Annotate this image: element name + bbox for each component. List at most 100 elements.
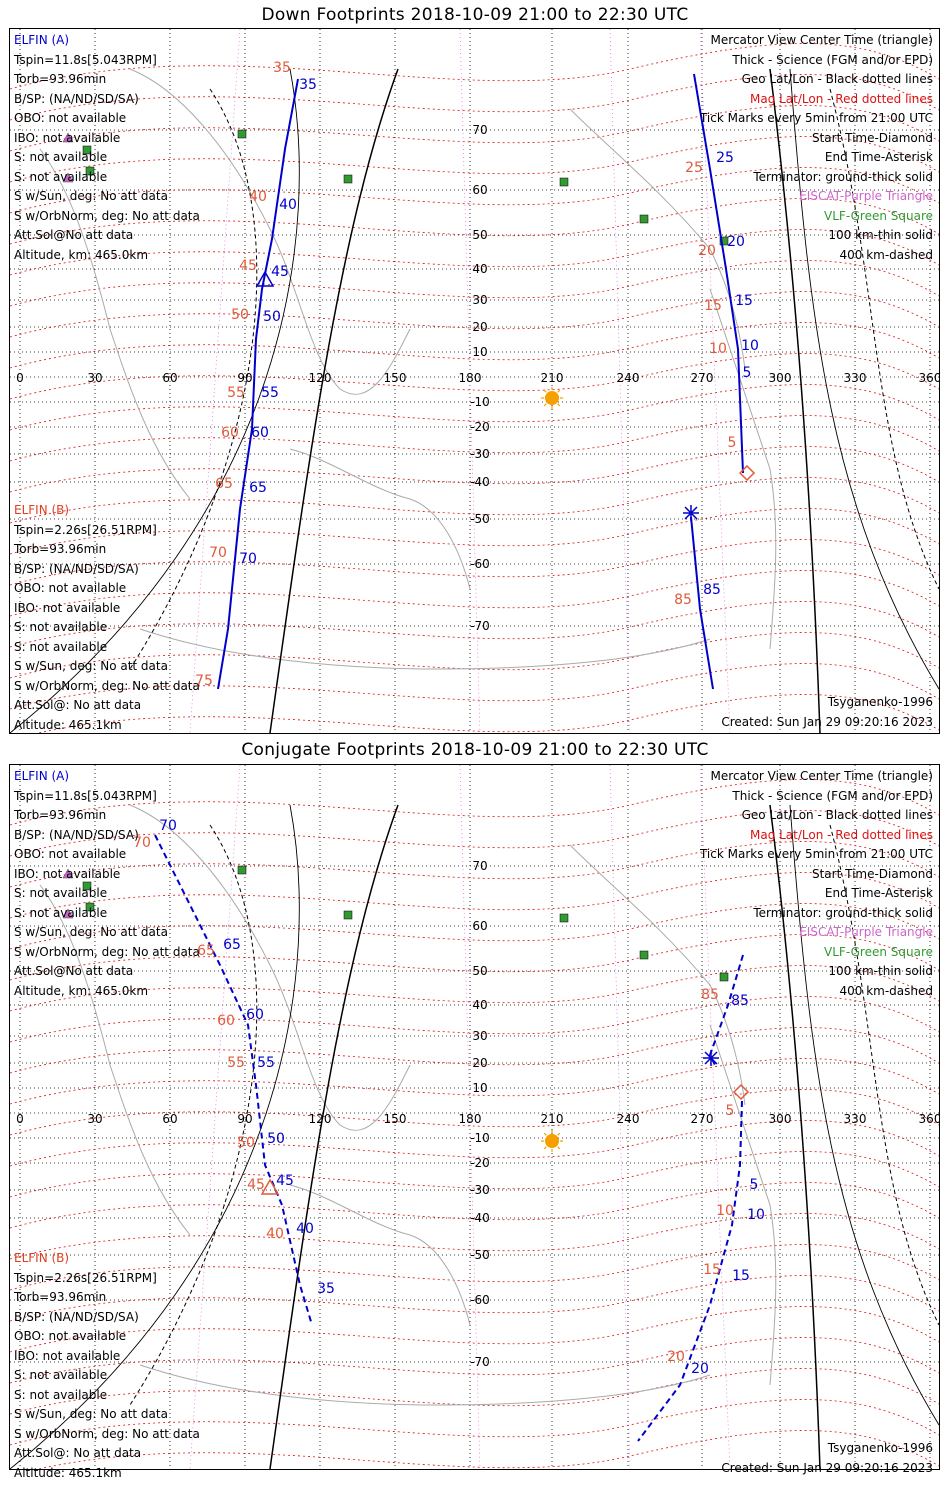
vlf-square-icon bbox=[343, 174, 353, 184]
lon-axis-label: 240 bbox=[617, 1112, 640, 1126]
legend-item: 100 km-thin solid bbox=[828, 228, 933, 242]
lat-axis-label: 60 bbox=[472, 183, 487, 197]
info-line: Att.Sol@: No att data bbox=[14, 1446, 142, 1460]
lat-axis-label: -40 bbox=[470, 1211, 490, 1225]
elfin-a-label: ELFIN (A) bbox=[14, 769, 70, 783]
elfin-a-west-track bbox=[154, 834, 313, 1326]
mag-lat-gridline bbox=[10, 322, 939, 369]
lat-axis-label: -10 bbox=[470, 395, 490, 409]
track-tick-red: 65 bbox=[197, 943, 215, 959]
lat-axis-label: 50 bbox=[472, 964, 487, 978]
track-tick-red: 85 bbox=[674, 592, 692, 608]
terminator-line bbox=[769, 804, 821, 1469]
lon-axis-label: 0 bbox=[16, 371, 24, 385]
created-label: Created: Sun Jan 29 09:20:16 2023 bbox=[721, 1461, 933, 1475]
track-tick-red: 50 bbox=[237, 1135, 255, 1151]
vlf-square-icon bbox=[85, 166, 95, 176]
track-tick-red: 85 bbox=[701, 987, 719, 1003]
mag-lat-gridline bbox=[10, 43, 939, 90]
elfin-a-east-track bbox=[693, 73, 744, 474]
track-tick-red: 70 bbox=[133, 835, 151, 851]
mag-lat-gridline bbox=[10, 477, 939, 524]
track-tick-blue: 20 bbox=[691, 1361, 709, 1377]
legend-item: Thick - Science (FGM and/or EPD) bbox=[732, 788, 933, 803]
elfin-b-info-conjugate: ELFIN (B) Tspin=2.26s[26.51RPM] Torb=93.… bbox=[14, 1249, 200, 1483]
100km-boundary bbox=[789, 804, 939, 1426]
100km-boundary bbox=[10, 804, 300, 1469]
sun-icon bbox=[545, 391, 559, 405]
center-triangle-icon bbox=[260, 1178, 280, 1195]
track-tick-red: 60 bbox=[217, 1013, 235, 1029]
lat-axis-label: 30 bbox=[472, 293, 487, 307]
track-tick-red: 35 bbox=[273, 60, 291, 76]
mag-lat-gridline bbox=[10, 508, 939, 555]
mag-lat-gridline bbox=[10, 841, 939, 888]
track-tick-red: 20 bbox=[667, 1349, 685, 1365]
mag-lat-gridline bbox=[10, 810, 939, 857]
panel-title-down: Down Footprints 2018-10-09 21:00 to 22:3… bbox=[261, 5, 689, 25]
info-line: Tspin=11.8s[5.043RPM] bbox=[14, 788, 157, 803]
track-tick-red: 55 bbox=[227, 385, 245, 401]
legend-item: Geo Lat/Lon - Black dotted lines bbox=[741, 72, 933, 86]
coastline bbox=[129, 804, 411, 1131]
track-tick-blue: 85 bbox=[731, 993, 749, 1009]
lon-axis-label: 300 bbox=[769, 371, 792, 385]
info-line: S: not available bbox=[14, 905, 108, 920]
400km-boundary bbox=[829, 88, 939, 590]
lon-axis-label: 270 bbox=[691, 371, 714, 385]
track-tick-blue: 55 bbox=[261, 385, 279, 401]
terminator-line bbox=[769, 68, 821, 733]
sun-ray bbox=[557, 1132, 561, 1136]
sun-ray bbox=[557, 1146, 561, 1150]
lat-axis-label: -30 bbox=[470, 447, 490, 461]
info-line: Tspin=2.26s[26.51RPM] bbox=[14, 522, 157, 537]
lat-axis-label: 10 bbox=[472, 345, 487, 359]
mag-lon-gridline bbox=[459, 765, 481, 1469]
track-tick-blue: 55 bbox=[257, 1055, 275, 1071]
track-tick-blue: 70 bbox=[159, 818, 177, 834]
mag-lat-gridline bbox=[10, 1089, 939, 1136]
sun-ray bbox=[543, 1146, 547, 1150]
end-asterisk-icon bbox=[704, 1051, 718, 1065]
lat-axis-label: 40 bbox=[472, 262, 487, 276]
track-tick-blue: 20 bbox=[727, 234, 745, 250]
legend-item: Geo Lat/Lon - Black dotted lines bbox=[741, 808, 933, 822]
mag-lat-gridline bbox=[10, 136, 939, 183]
info-line: B/SP: (NA/ND/SD/SA) bbox=[14, 561, 139, 576]
mag-lat-gridline bbox=[10, 965, 939, 1012]
mag-lat-gridline bbox=[10, 1337, 939, 1384]
terminator-line bbox=[269, 804, 399, 1469]
elfin-a-east-lower-track bbox=[690, 516, 714, 690]
coastline bbox=[139, 1364, 711, 1406]
info-line: S: not available bbox=[14, 169, 108, 184]
mag-lat-gridline bbox=[10, 632, 939, 679]
track-tick-blue: 60 bbox=[246, 1007, 264, 1023]
legend-item: EISCAT-Purple Triangle bbox=[799, 925, 933, 939]
mag-lat-gridline bbox=[10, 1399, 939, 1446]
track-tick-red: 10 bbox=[716, 1203, 734, 1219]
lat-axis-label: -20 bbox=[470, 420, 490, 434]
legend-item: VLF-Green Square bbox=[824, 944, 933, 959]
center-triangle-icon bbox=[255, 270, 275, 287]
info-line: OBO: not available bbox=[14, 581, 127, 595]
400km-boundary bbox=[129, 824, 258, 1406]
lon-axis-label: 180 bbox=[459, 371, 482, 385]
terminator-line bbox=[269, 68, 399, 733]
track-tick-red: 60 bbox=[221, 425, 239, 441]
info-line: Altitude: 465.1km bbox=[14, 1465, 122, 1480]
info-line: Torb=93.96min bbox=[14, 72, 107, 86]
400km-boundary bbox=[829, 824, 939, 1326]
info-line: B/SP: (NA/ND/SD/SA) bbox=[14, 1309, 139, 1324]
info-line: Altitude: 465.1km bbox=[14, 717, 122, 732]
elfin-b-label: ELFIN (B) bbox=[14, 503, 70, 517]
lat-axis-label: -60 bbox=[470, 557, 490, 571]
lon-axis-label: 90 bbox=[237, 1112, 252, 1126]
mag-lon-gridline bbox=[189, 29, 241, 733]
track-tick-red: 45 bbox=[247, 1177, 265, 1193]
track-tick-blue: 45 bbox=[271, 264, 289, 280]
mag-lat-gridline bbox=[10, 779, 939, 826]
elfin-a-info-down: ELFIN (A) Tspin=11.8s[5.043RPM] Torb=93.… bbox=[14, 31, 200, 265]
400km-boundary bbox=[129, 88, 258, 670]
lon-axis-label: 240 bbox=[617, 371, 640, 385]
lon-axis-label: 300 bbox=[769, 1112, 792, 1126]
